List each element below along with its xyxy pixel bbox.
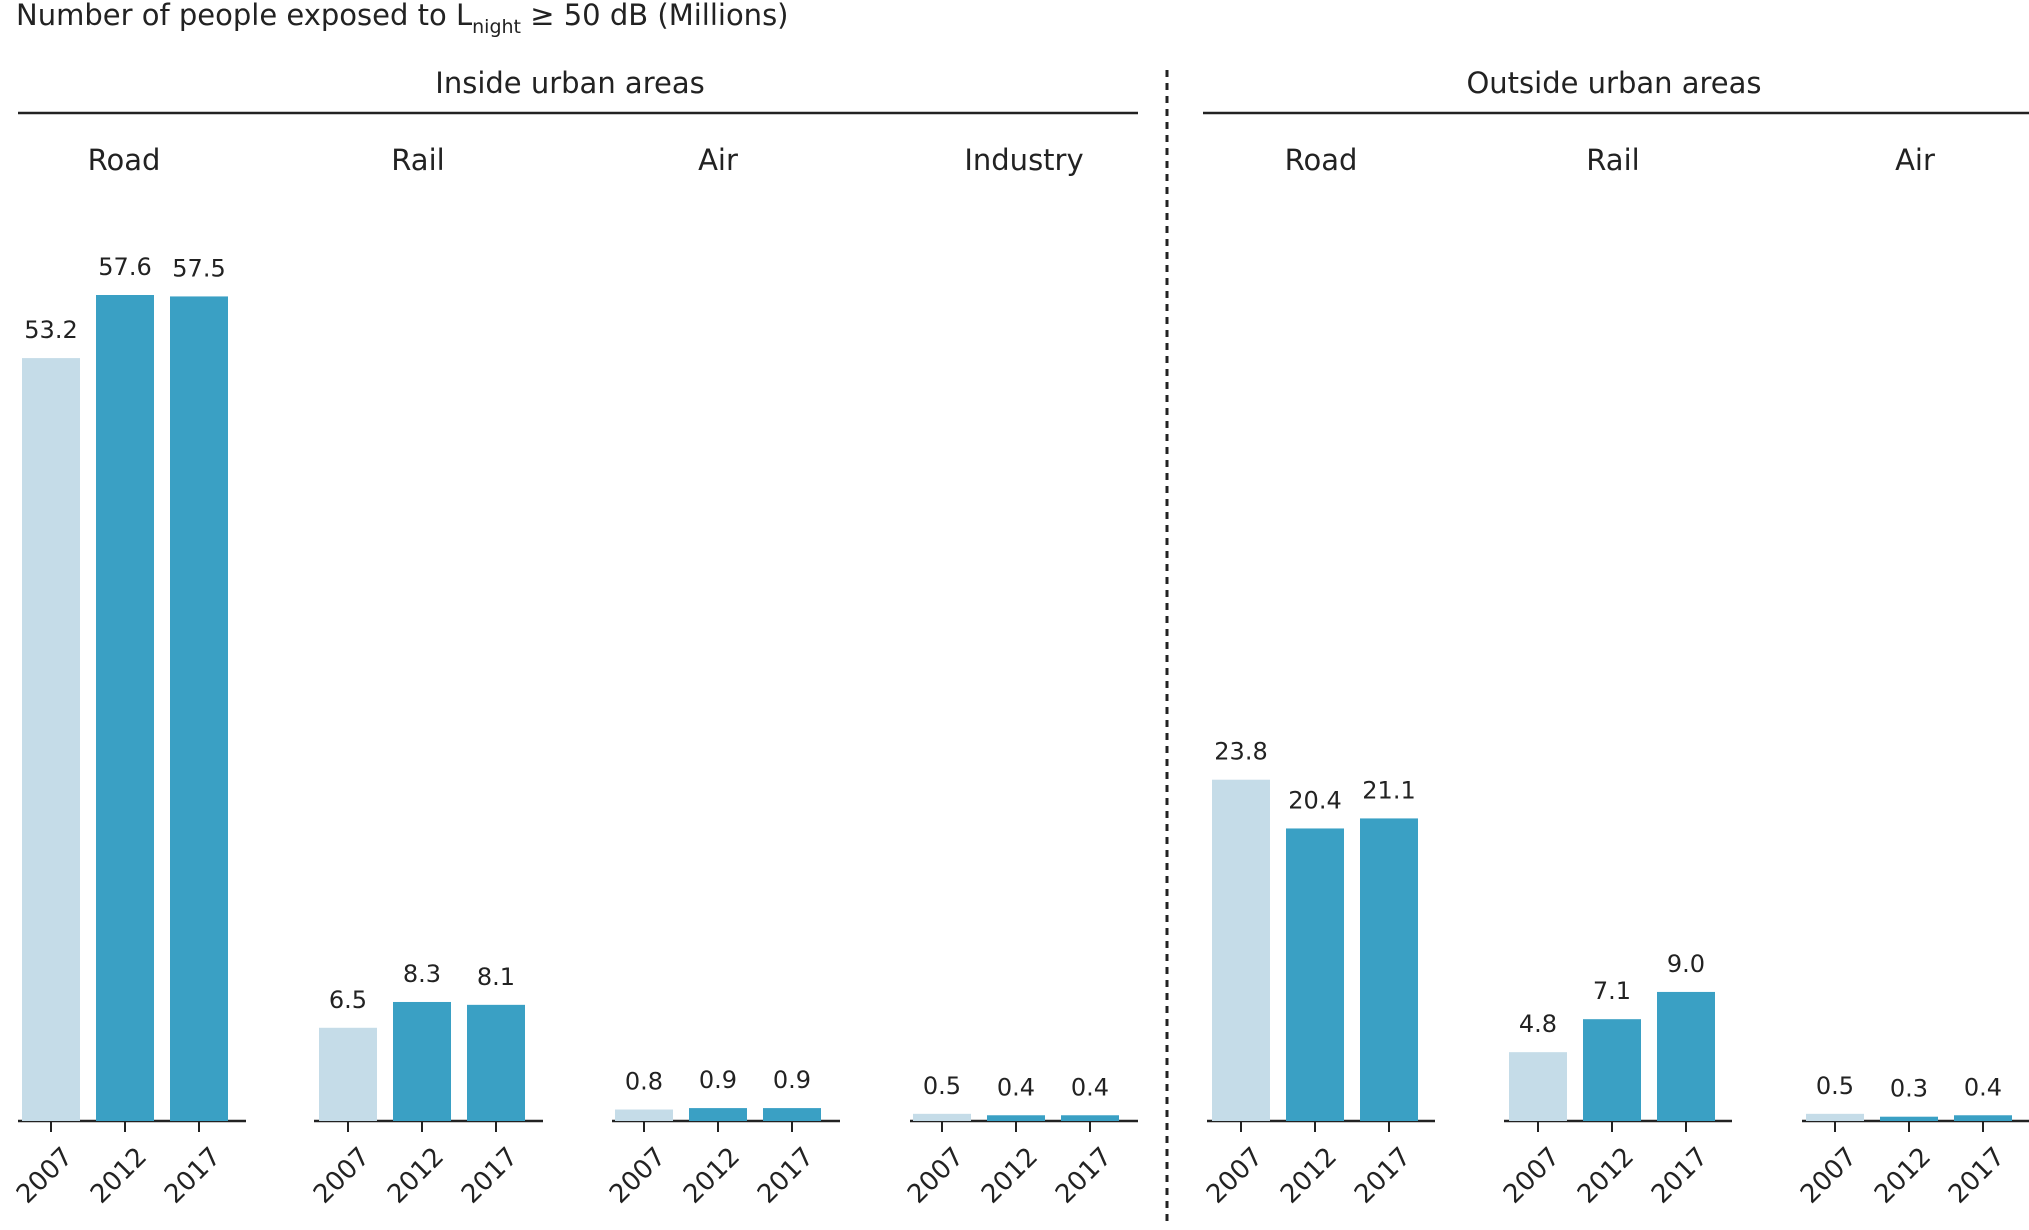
- value-label-inside-urban-areas-rail-2012: 8.3: [403, 960, 441, 988]
- tick-label-inside-urban-areas-industry-2007: 2007: [902, 1142, 970, 1210]
- value-label-inside-urban-areas-industry-2012: 0.4: [997, 1073, 1035, 1101]
- value-label-inside-urban-areas-industry-2007: 0.5: [923, 1072, 961, 1100]
- chart-title-main: Number of people exposed to L: [16, 0, 472, 32]
- bar-inside-urban-areas-rail-2012: [393, 1001, 451, 1121]
- bar-outside-urban-areas-air-2012: [1880, 1116, 1938, 1121]
- value-label-outside-urban-areas-road-2007: 23.8: [1214, 738, 1267, 766]
- value-label-inside-urban-areas-industry-2017: 0.4: [1071, 1073, 1109, 1101]
- bar-outside-urban-areas-air-2007: [1806, 1113, 1864, 1121]
- value-label-outside-urban-areas-air-2017: 0.4: [1964, 1073, 2002, 1101]
- value-label-inside-urban-areas-air-2012: 0.9: [699, 1066, 737, 1094]
- tick-label-outside-urban-areas-road-2012: 2012: [1275, 1142, 1343, 1210]
- value-label-outside-urban-areas-road-2017: 21.1: [1362, 776, 1415, 804]
- bar-inside-urban-areas-road-2007: [22, 358, 80, 1121]
- value-label-outside-urban-areas-rail-2007: 4.8: [1519, 1010, 1557, 1038]
- category-label-inside-urban-areas-rail: Rail: [391, 143, 444, 177]
- value-label-inside-urban-areas-rail-2017: 8.1: [477, 963, 515, 991]
- tick-label-inside-urban-areas-road-2017: 2017: [159, 1142, 227, 1210]
- chart-body: Inside urban areas Road 53.2 2007 57.6 2012 57…: [11, 66, 2029, 1226]
- tick-label-outside-urban-areas-air-2017: 2017: [1943, 1142, 2011, 1210]
- bar-outside-urban-areas-rail-2017: [1657, 991, 1715, 1121]
- bar-inside-urban-areas-air-2012: [689, 1108, 747, 1121]
- category-label-inside-urban-areas-road: Road: [88, 143, 161, 177]
- tick-label-inside-urban-areas-industry-2017: 2017: [1050, 1142, 1118, 1210]
- value-label-outside-urban-areas-air-2007: 0.5: [1816, 1072, 1854, 1100]
- chart-title: Number of people exposed to Lnight ≥ 50 …: [16, 0, 789, 38]
- value-label-inside-urban-areas-road-2012: 57.6: [98, 253, 151, 281]
- tick-label-outside-urban-areas-road-2017: 2017: [1349, 1142, 1417, 1210]
- region-label-outside-urban-areas: Outside urban areas: [1466, 66, 1761, 100]
- value-label-outside-urban-areas-rail-2012: 7.1: [1593, 977, 1631, 1005]
- bar-outside-urban-areas-rail-2007: [1509, 1052, 1567, 1121]
- value-label-outside-urban-areas-road-2012: 20.4: [1288, 786, 1341, 814]
- value-label-inside-urban-areas-rail-2007: 6.5: [329, 986, 367, 1014]
- value-label-outside-urban-areas-air-2012: 0.3: [1890, 1075, 1928, 1103]
- tick-label-outside-urban-areas-rail-2007: 2007: [1498, 1142, 1566, 1210]
- category-label-outside-urban-areas-air: Air: [1895, 143, 1935, 177]
- tick-label-outside-urban-areas-rail-2017: 2017: [1646, 1142, 1714, 1210]
- value-label-inside-urban-areas-road-2007: 53.2: [24, 316, 77, 344]
- bar-inside-urban-areas-rail-2017: [467, 1004, 525, 1121]
- category-label-outside-urban-areas-road: Road: [1285, 143, 1358, 177]
- bar-outside-urban-areas-road-2017: [1360, 818, 1418, 1121]
- bar-inside-urban-areas-industry-2012: [987, 1115, 1045, 1121]
- value-label-inside-urban-areas-air-2007: 0.8: [625, 1068, 663, 1096]
- bar-inside-urban-areas-air-2017: [763, 1108, 821, 1121]
- tick-label-inside-urban-areas-rail-2012: 2012: [382, 1142, 450, 1210]
- tick-label-inside-urban-areas-rail-2007: 2007: [308, 1142, 376, 1210]
- bar-outside-urban-areas-rail-2012: [1583, 1019, 1641, 1121]
- bar-outside-urban-areas-road-2012: [1286, 828, 1344, 1121]
- category-label-outside-urban-areas-rail: Rail: [1586, 143, 1639, 177]
- value-label-inside-urban-areas-road-2017: 57.5: [172, 254, 225, 282]
- tick-label-outside-urban-areas-rail-2012: 2012: [1572, 1142, 1640, 1210]
- bar-outside-urban-areas-road-2007: [1212, 779, 1270, 1121]
- bar-inside-urban-areas-industry-2017: [1061, 1115, 1119, 1121]
- tick-label-inside-urban-areas-rail-2017: 2017: [456, 1142, 524, 1210]
- category-label-inside-urban-areas-air: Air: [698, 143, 738, 177]
- value-label-inside-urban-areas-air-2017: 0.9: [773, 1066, 811, 1094]
- tick-label-outside-urban-areas-air-2007: 2007: [1795, 1142, 1863, 1210]
- tick-label-inside-urban-areas-road-2007: 2007: [11, 1142, 79, 1210]
- tick-label-inside-urban-areas-air-2012: 2012: [678, 1142, 746, 1210]
- tick-label-inside-urban-areas-industry-2012: 2012: [976, 1142, 1044, 1210]
- value-label-outside-urban-areas-rail-2017: 9.0: [1667, 950, 1705, 978]
- tick-label-outside-urban-areas-road-2007: 2007: [1201, 1142, 1269, 1210]
- bar-outside-urban-areas-air-2017: [1954, 1115, 2012, 1121]
- category-label-inside-urban-areas-industry: Industry: [964, 143, 1083, 177]
- bar-inside-urban-areas-road-2017: [170, 296, 228, 1121]
- tick-label-inside-urban-areas-air-2007: 2007: [604, 1142, 672, 1210]
- tick-label-inside-urban-areas-air-2017: 2017: [752, 1142, 820, 1210]
- tick-label-outside-urban-areas-air-2012: 2012: [1869, 1142, 1937, 1210]
- bar-inside-urban-areas-rail-2007: [319, 1027, 377, 1121]
- region-label-inside-urban-areas: Inside urban areas: [435, 66, 704, 100]
- bar-inside-urban-areas-industry-2007: [913, 1113, 971, 1121]
- bar-inside-urban-areas-road-2012: [96, 295, 154, 1121]
- chart-title-subscript: night: [472, 16, 521, 38]
- tick-label-inside-urban-areas-road-2012: 2012: [85, 1142, 153, 1210]
- bar-inside-urban-areas-air-2007: [615, 1109, 673, 1121]
- chart-title-suffix: ≥ 50 dB (Millions): [521, 0, 789, 32]
